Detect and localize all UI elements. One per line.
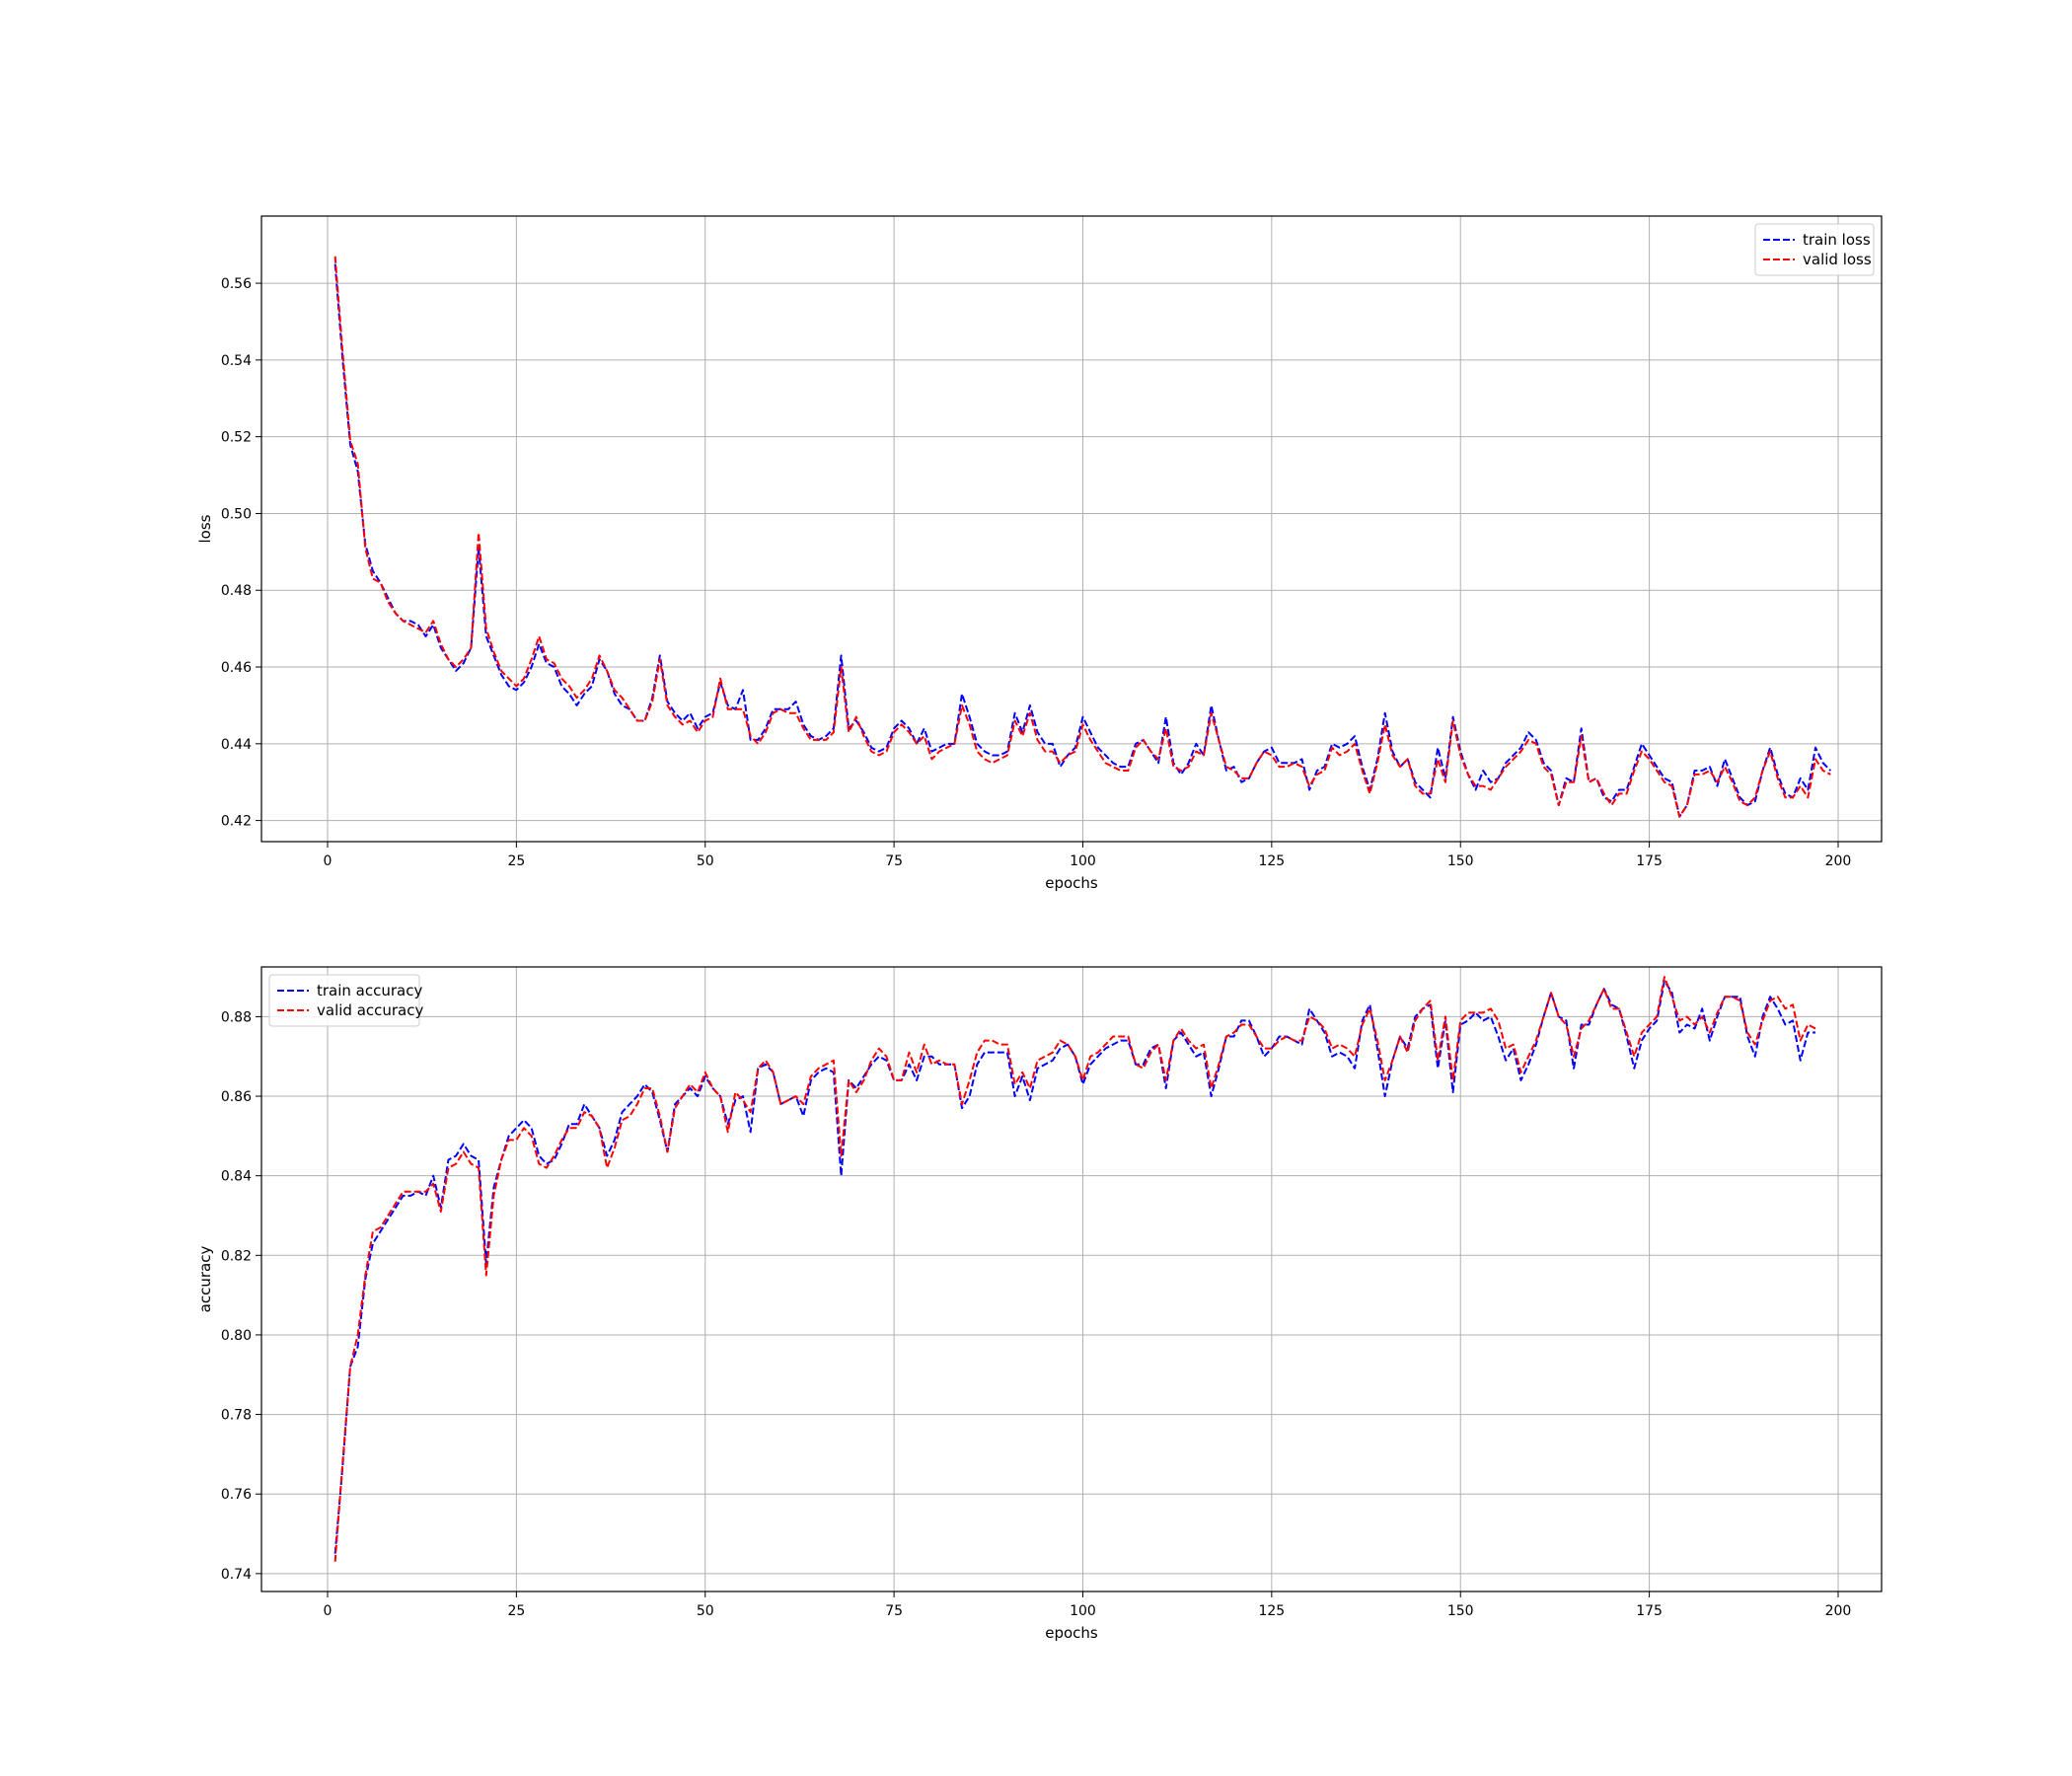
accuracy-legend-label: train accuracy [317, 982, 422, 999]
accuracy-x-tick-label: 0 [324, 1603, 333, 1619]
accuracy-y-axis-label: accuracy [196, 1246, 214, 1313]
loss-x-tick-label: 0 [324, 853, 333, 869]
loss-x-axis-label: epochs [1045, 874, 1098, 892]
loss-y-axis-label: loss [196, 514, 214, 543]
loss-y-tick-label: 0.52 [221, 430, 252, 446]
accuracy-x-tick-label: 150 [1447, 1603, 1474, 1619]
loss-series-train-loss-line [333, 263, 1832, 818]
loss-axes-frame [260, 215, 1883, 843]
loss-y-tick-label: 0.46 [221, 660, 252, 676]
loss-y-tick-label: 0.56 [221, 276, 252, 292]
loss-x-tick-label: 75 [885, 853, 903, 869]
accuracy-series-train-accuracy-line [333, 980, 1816, 1554]
loss-y-tick-label: 0.50 [221, 506, 252, 522]
loss-y-tick-label: 0.48 [221, 583, 252, 599]
loss-x-tick-label: 150 [1447, 853, 1474, 869]
loss-y-tick-label: 0.44 [221, 737, 252, 753]
accuracy-x-axis-label: epochs [1045, 1624, 1098, 1642]
loss-legend-box [1754, 223, 1875, 276]
accuracy-y-tick-label: 0.80 [221, 1328, 252, 1344]
loss-x-tick-label: 125 [1258, 853, 1285, 869]
accuracy-x-tick-label: 75 [885, 1603, 903, 1619]
accuracy-x-tick-label: 25 [507, 1603, 525, 1619]
accuracy-legend-label: valid accuracy [317, 1001, 423, 1019]
loss-legend: train loss valid loss [1754, 223, 1875, 276]
accuracy-y-tick-label: 0.86 [221, 1089, 252, 1105]
accuracy-x-tick-label: 200 [1825, 1603, 1852, 1619]
accuracy-legend-box [268, 974, 420, 1027]
accuracy-y-tick-label: 0.78 [221, 1408, 252, 1424]
accuracy-y-tick-label: 0.82 [221, 1248, 252, 1264]
loss-legend-label: valid loss [1803, 251, 1872, 268]
loss-x-tick-label: 175 [1636, 853, 1663, 869]
loss-y-tick-label: 0.54 [221, 353, 252, 369]
accuracy-y-tick-label: 0.74 [221, 1567, 252, 1583]
accuracy-legend: train accuracy valid accuracy [268, 974, 423, 1027]
accuracy-panel: 0 25 50 75 100 125 150 175 200 0.74 0.76 0.78 0.80 0.… [196, 966, 1883, 1642]
loss-x-tick-label: 100 [1070, 853, 1096, 869]
loss-y-tick-label: 0.42 [221, 814, 252, 830]
accuracy-x-tick-label: 175 [1636, 1603, 1663, 1619]
accuracy-y-tick-label: 0.76 [221, 1487, 252, 1503]
accuracy-y-tick-label: 0.84 [221, 1169, 252, 1185]
accuracy-x-tick-label: 125 [1258, 1603, 1285, 1619]
loss-x-tick-label: 50 [697, 853, 714, 869]
loss-x-tick-label: 25 [507, 853, 525, 869]
loss-panel: 0 25 50 75 100 125 150 175 200 0.42 0.44 0.46 0.48 0.… [196, 215, 1883, 892]
loss-legend-label: train loss [1803, 231, 1871, 249]
accuracy-series-valid-accuracy-line [333, 976, 1816, 1562]
accuracy-x-tick-label: 50 [697, 1603, 714, 1619]
accuracy-x-tick-label: 100 [1070, 1603, 1096, 1619]
accuracy-y-tick-label: 0.88 [221, 1009, 252, 1025]
loss-series-valid-loss-line [333, 256, 1831, 818]
loss-x-tick-label: 200 [1825, 853, 1852, 869]
accuracy-axes-frame [260, 966, 1883, 1592]
